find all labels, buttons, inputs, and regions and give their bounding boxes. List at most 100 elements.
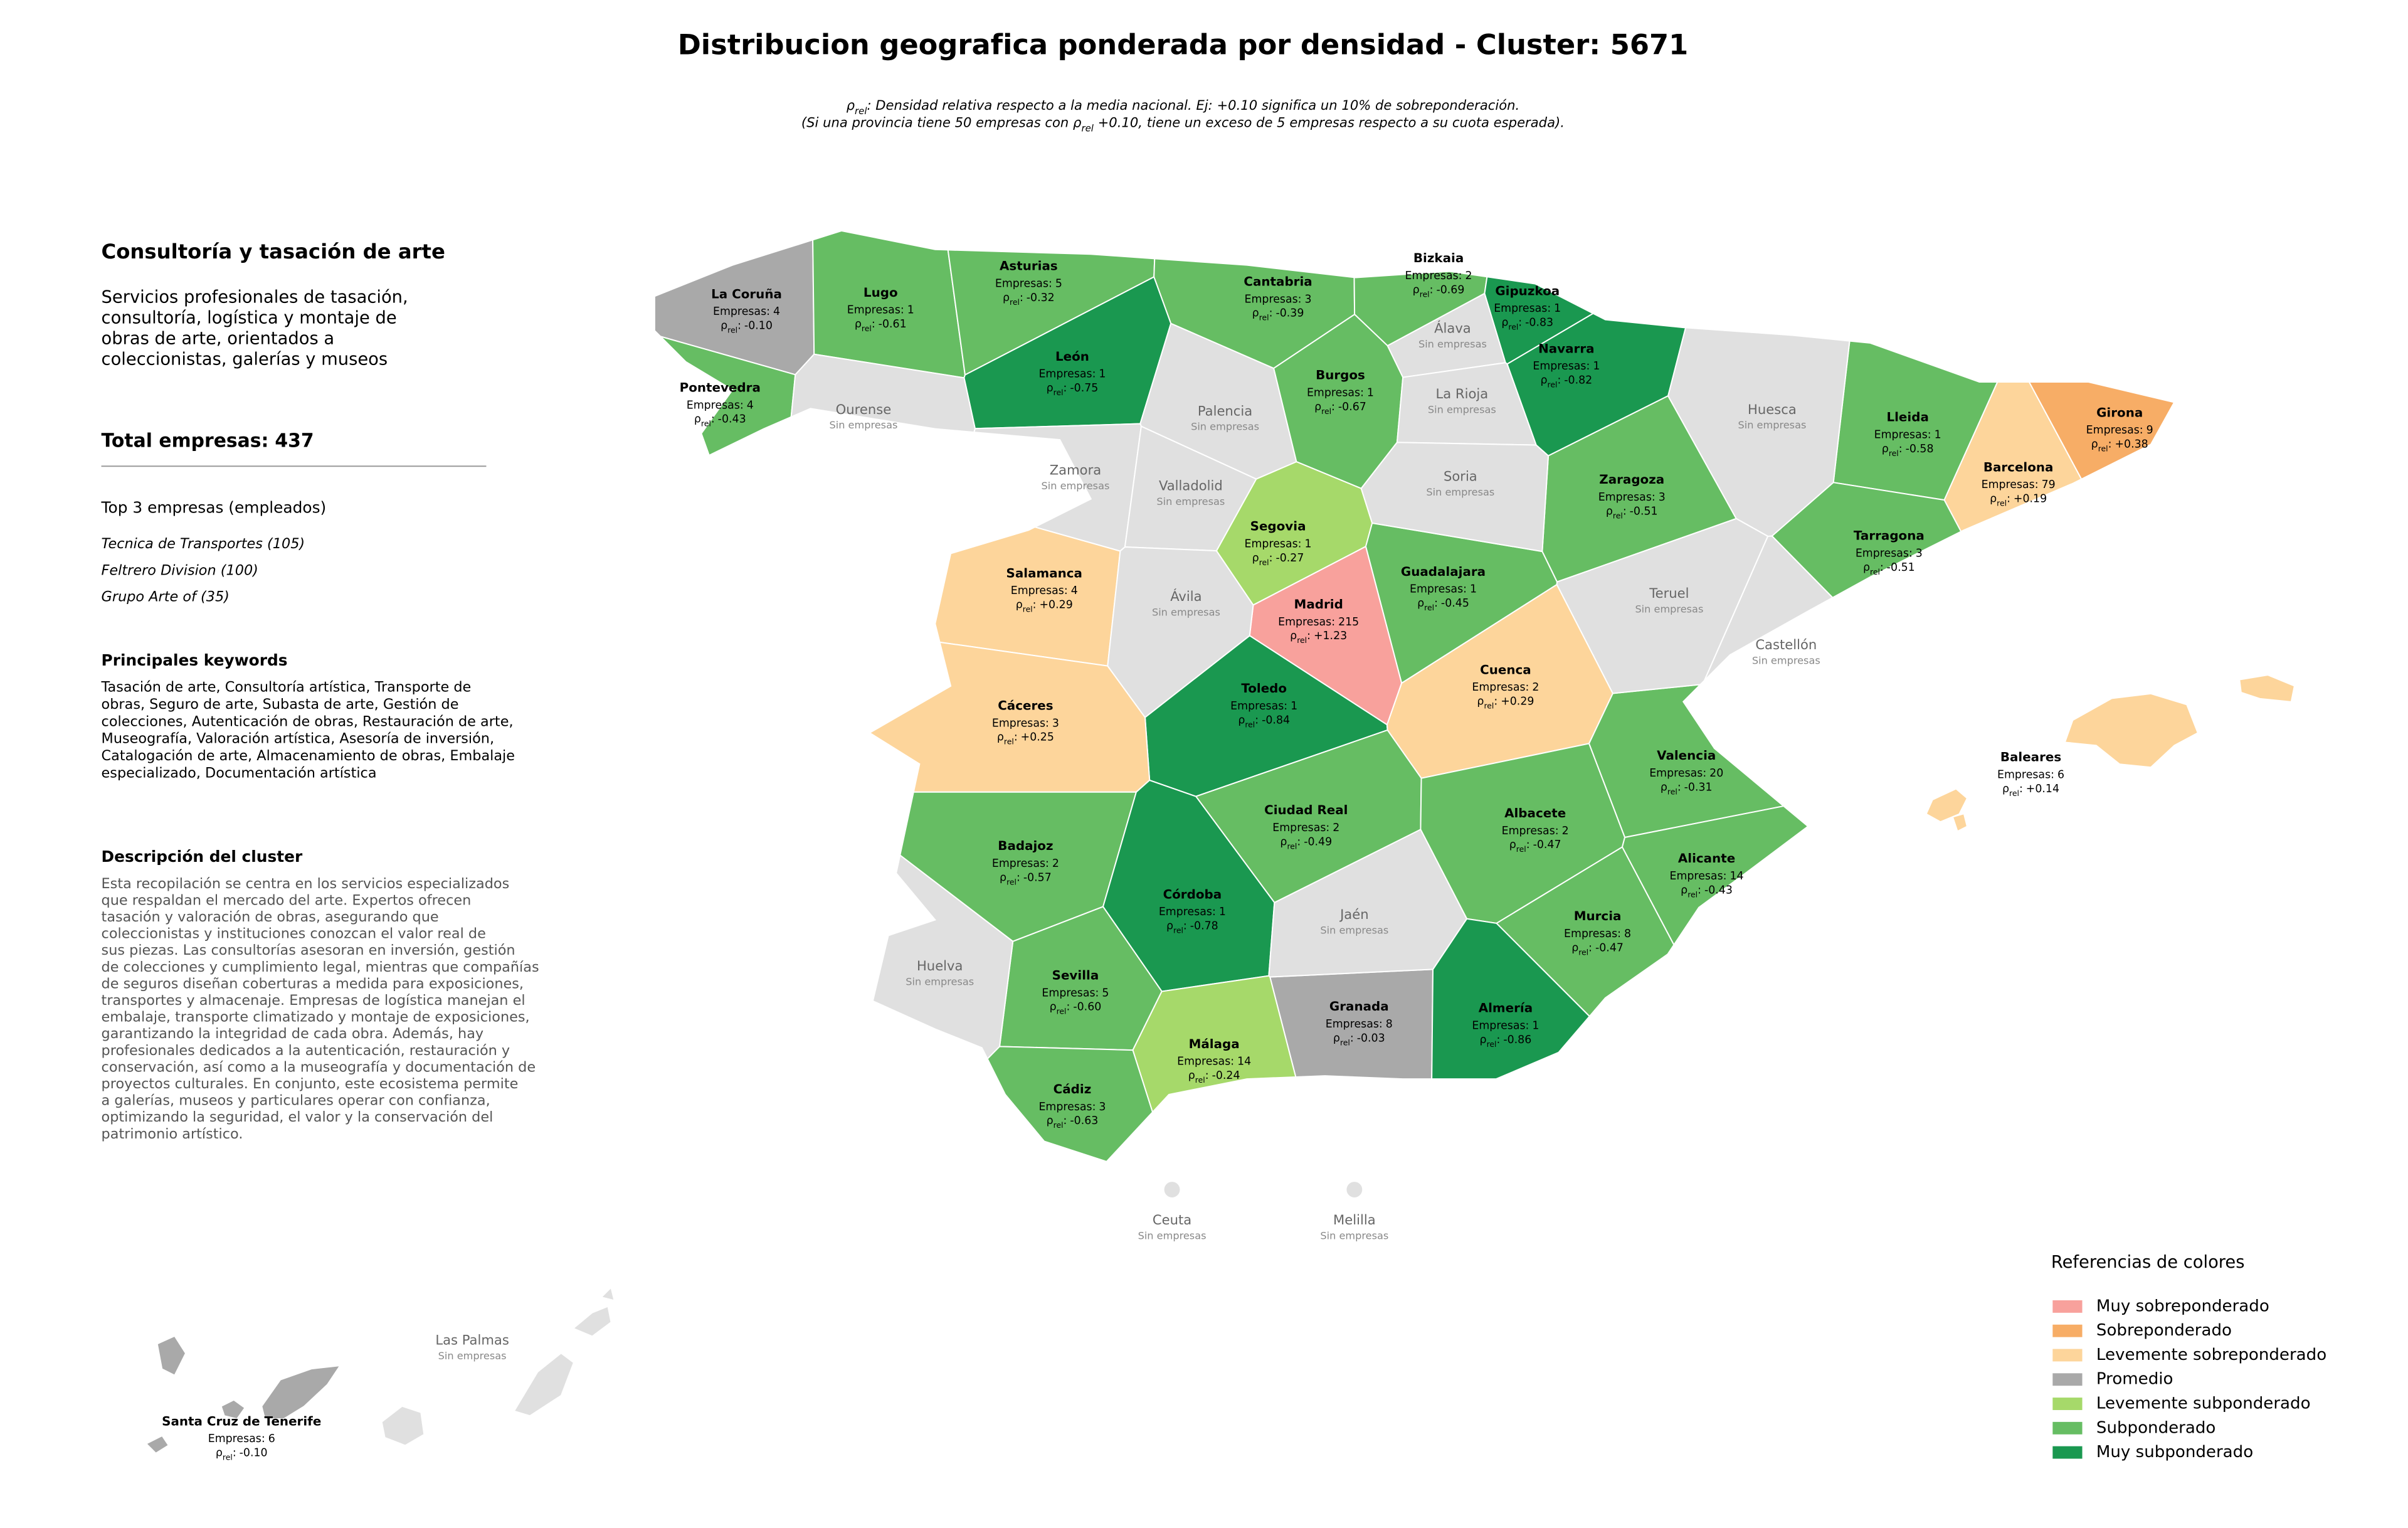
province-area xyxy=(1360,442,1550,553)
province-companies-part: Empresas: xyxy=(1245,538,1302,551)
province-rho-part: +0.25 xyxy=(1021,731,1054,744)
province-rho-part: ρ xyxy=(1417,597,1424,610)
province-companies-part: Empresas: xyxy=(992,857,1049,870)
province-companies-part: 1 xyxy=(1554,302,1561,315)
province-name: Ciudad Real xyxy=(1264,803,1348,817)
province-companies-part: Empresas: xyxy=(208,1433,265,1445)
province-rho-part: -0.24 xyxy=(1212,1069,1240,1082)
province-rho: ρrel: -0.82 xyxy=(1540,374,1592,390)
no-companies: Sin empresas xyxy=(1152,606,1220,618)
province-rho-part: : xyxy=(1518,317,1522,329)
island-area xyxy=(2064,693,2199,768)
province-rho-part: rel xyxy=(1259,313,1269,322)
province-rho-part: rel xyxy=(2098,443,2108,453)
legend-swatch xyxy=(2052,1373,2083,1386)
province-rho: ρrel: -0.83 xyxy=(1501,317,1553,332)
province-companies-part: 4 xyxy=(747,399,754,411)
province-companies-part: 9 xyxy=(2147,424,2153,437)
subtitle: (Si una provincia tiene 50 empresas con … xyxy=(801,114,1565,134)
province-companies-part: 14 xyxy=(1729,870,1743,883)
province-companies-part: Empresas: xyxy=(1502,825,1559,837)
province-name: Asturias xyxy=(1000,259,1058,273)
province-rho-part: : xyxy=(1588,942,1592,954)
empty-province-name: Melilla xyxy=(1333,1212,1376,1228)
province-rho-part: : xyxy=(2019,783,2023,795)
province-rho-part: +0.38 xyxy=(2115,438,2148,450)
legend-swatch xyxy=(2052,1446,2083,1459)
province-rho-part: rel xyxy=(1340,1037,1350,1047)
empty-province-name: Castellón xyxy=(1755,637,1817,652)
province-companies-part: 1 xyxy=(1367,386,1374,399)
province-companies-part: Empresas: xyxy=(1272,822,1329,834)
province-rho-part: ρ xyxy=(1571,942,1578,954)
province-name: Baleares xyxy=(2000,750,2061,765)
province-rho-part: ρ xyxy=(216,1447,223,1460)
province-rho-part: : xyxy=(1020,292,1023,304)
province-rho-part: -0.49 xyxy=(1304,836,1332,848)
province-companies-part: 3 xyxy=(1659,491,1666,504)
description: proyectos culturales. En conjunto, este … xyxy=(102,1076,519,1092)
province-rho-part: -0.60 xyxy=(1073,1001,1101,1014)
province-rho-part: -0.32 xyxy=(1027,292,1055,304)
province-rho-part: -0.43 xyxy=(1704,884,1733,896)
province-area xyxy=(1132,975,1297,1113)
province-companies-part: 1 xyxy=(1305,538,1312,551)
description: de colecciones y cumplimiento legal, mie… xyxy=(102,959,539,975)
province-companies-part: Empresas: xyxy=(992,717,1049,730)
province-rho-part: rel xyxy=(1287,841,1297,851)
legend-swatch xyxy=(2052,1300,2083,1313)
description-title: Descripción del cluster xyxy=(102,847,303,866)
province-rho-part: -0.78 xyxy=(1190,920,1218,932)
province-rho: ρrel: -0.10 xyxy=(721,320,773,335)
province-name: Murcia xyxy=(1574,909,1622,923)
province-companies: Empresas: 6 xyxy=(1997,768,2064,781)
top-company: Grupo Arte of (35) xyxy=(102,589,230,605)
province-rho: ρrel: -0.58 xyxy=(1882,443,1934,458)
province-companies: Empresas: 9 xyxy=(2086,424,2153,437)
legend-title: Referencias de colores xyxy=(2051,1253,2245,1272)
subtitle-part: ρ xyxy=(847,97,855,113)
province-rho: ρrel: +0.29 xyxy=(1477,696,1534,711)
province-companies: Empresas: 1 xyxy=(1472,1020,1539,1032)
province-companies-part: Empresas: xyxy=(2086,424,2143,437)
province-rho-part: ρ xyxy=(1290,630,1297,642)
province-rho-part: : xyxy=(1205,1069,1209,1082)
islands xyxy=(145,674,2295,1454)
subtitle-part: (Si una provincia tiene 50 empresas con … xyxy=(801,114,1082,130)
province-companies-part: 5 xyxy=(1055,277,1062,290)
province-area xyxy=(1588,684,1785,839)
province-rho-part: : xyxy=(1331,401,1335,413)
top-company: Tecnica de Transportes (105) xyxy=(102,536,305,552)
province-companies: Empresas: 1 xyxy=(847,304,914,317)
description: patrimonio artístico. xyxy=(102,1126,243,1142)
province-rho-part: ρ xyxy=(1863,561,1870,574)
panel-summary: Servicios profesionales de tasación, xyxy=(102,287,408,307)
province-rho-part: +0.19 xyxy=(2014,492,2047,505)
province-rho-part: rel xyxy=(1667,787,1677,796)
province-name: León xyxy=(1055,349,1089,364)
province-rho-part: : xyxy=(1698,884,1701,896)
province-rho-part: ρ xyxy=(1477,696,1484,708)
province-rho-part: ρ xyxy=(1333,1032,1340,1044)
description: sus piezas. Las consultorías asesoran en… xyxy=(102,942,515,958)
province-companies: Empresas: 1 xyxy=(1159,906,1226,918)
province-rho-part: -0.84 xyxy=(1262,714,1290,726)
province-area xyxy=(1621,805,1809,947)
island-area xyxy=(261,1365,341,1419)
province-rho-part: ρ xyxy=(1252,552,1259,565)
province-rho-part: -0.69 xyxy=(1436,284,1464,296)
province-rho-part: -0.86 xyxy=(1503,1034,1531,1046)
province-rho: ρrel: -0.45 xyxy=(1417,597,1469,612)
province-companies: Empresas: 2 xyxy=(1502,825,1569,837)
province-rho-part: : xyxy=(872,318,875,331)
province-companies: Empresas: 3 xyxy=(1245,293,1312,305)
province-companies-part: 3 xyxy=(1099,1101,1106,1113)
province-rho-part: ρ xyxy=(1413,284,1420,296)
province-rho-part: rel xyxy=(1010,297,1020,307)
province-name: Gipuzkoa xyxy=(1495,284,1560,298)
panel-heading: Consultoría y tasación de arte xyxy=(102,240,445,263)
province-rho-part: rel xyxy=(1516,844,1526,854)
province-companies: Empresas: 1 xyxy=(1533,360,1600,373)
province-companies-part: Empresas: xyxy=(1278,616,1335,629)
